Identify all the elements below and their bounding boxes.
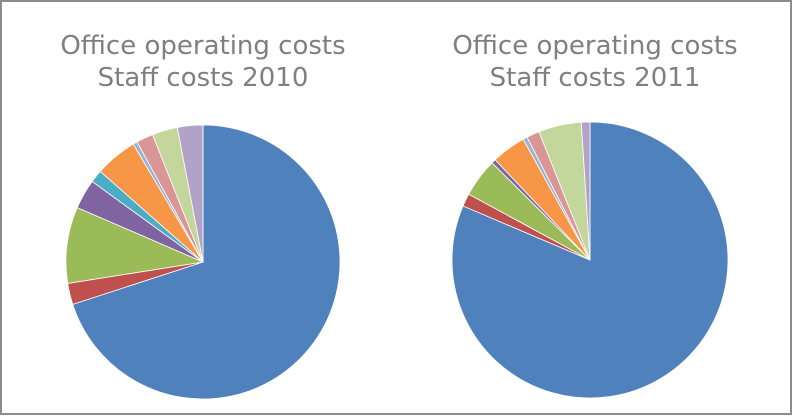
chart-subtitle: Staff costs 2010 [98,63,309,93]
chart-title: Office operating costs [452,31,737,61]
pie-slice [580,121,591,261]
pie-slice [72,124,341,400]
chart-subtitle: Staff costs 2011 [490,63,701,93]
chart-title: Office operating costs [60,31,345,61]
pie-slice [176,124,204,263]
